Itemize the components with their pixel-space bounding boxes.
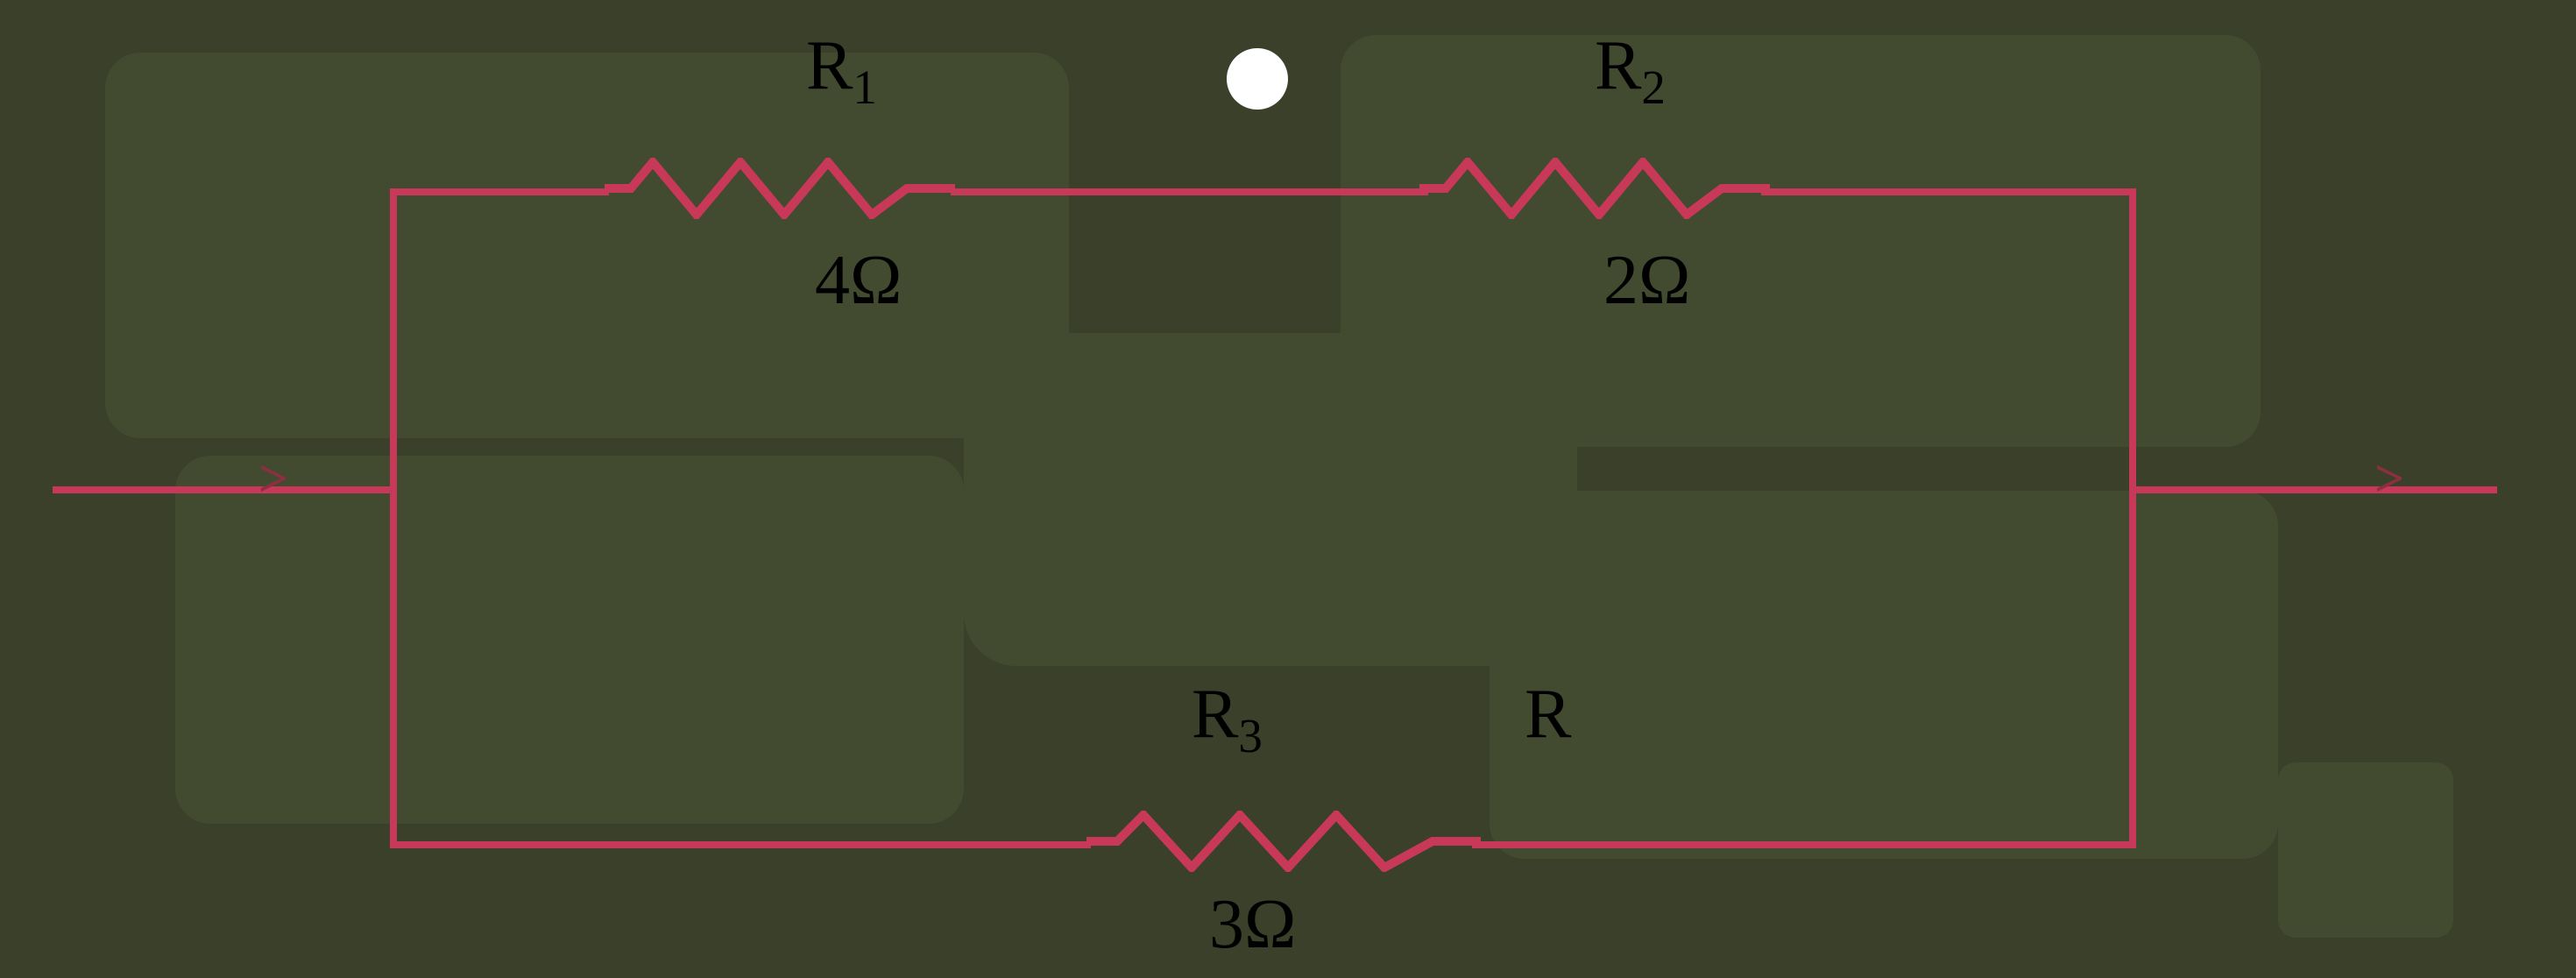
wire-right-vertical — [2129, 188, 2136, 848]
wire-bottom-seg2 — [1472, 841, 2136, 848]
label-r2-name: R2 — [1595, 26, 1666, 115]
current-arrow-out: > — [2374, 449, 2404, 509]
bg-patch — [2278, 762, 2453, 938]
label-r3-name: R3 — [1192, 675, 1263, 763]
current-arrow-in: > — [258, 449, 288, 509]
label-r1-name: R1 — [806, 26, 877, 115]
bg-patch — [105, 53, 1069, 438]
wire-left-vertical — [390, 188, 397, 848]
resistor-r2 — [1419, 158, 1770, 219]
resistor-r3 — [1086, 811, 1481, 872]
resistor-r1 — [605, 158, 955, 219]
wire-lead-out — [2129, 486, 2497, 493]
bg-patch — [175, 456, 964, 824]
bg-patch — [964, 333, 1577, 666]
decoration-dot — [1227, 48, 1288, 110]
label-r1-value: 4Ω — [815, 241, 902, 321]
label-r3-value: 3Ω — [1209, 885, 1296, 965]
wire-top-seg2 — [951, 188, 1428, 195]
bg-patch — [1490, 491, 2278, 859]
circuit-diagram: > > R1 4Ω R2 2Ω R3 3Ω R — [0, 0, 2576, 978]
wire-top-seg3 — [1761, 188, 2136, 195]
label-r2-value: 2Ω — [1603, 241, 1690, 321]
wire-lead-in — [53, 486, 394, 493]
label-r-extra: R — [1525, 675, 1571, 755]
wire-top-seg1 — [390, 188, 609, 195]
wire-bottom-seg1 — [390, 841, 1091, 848]
